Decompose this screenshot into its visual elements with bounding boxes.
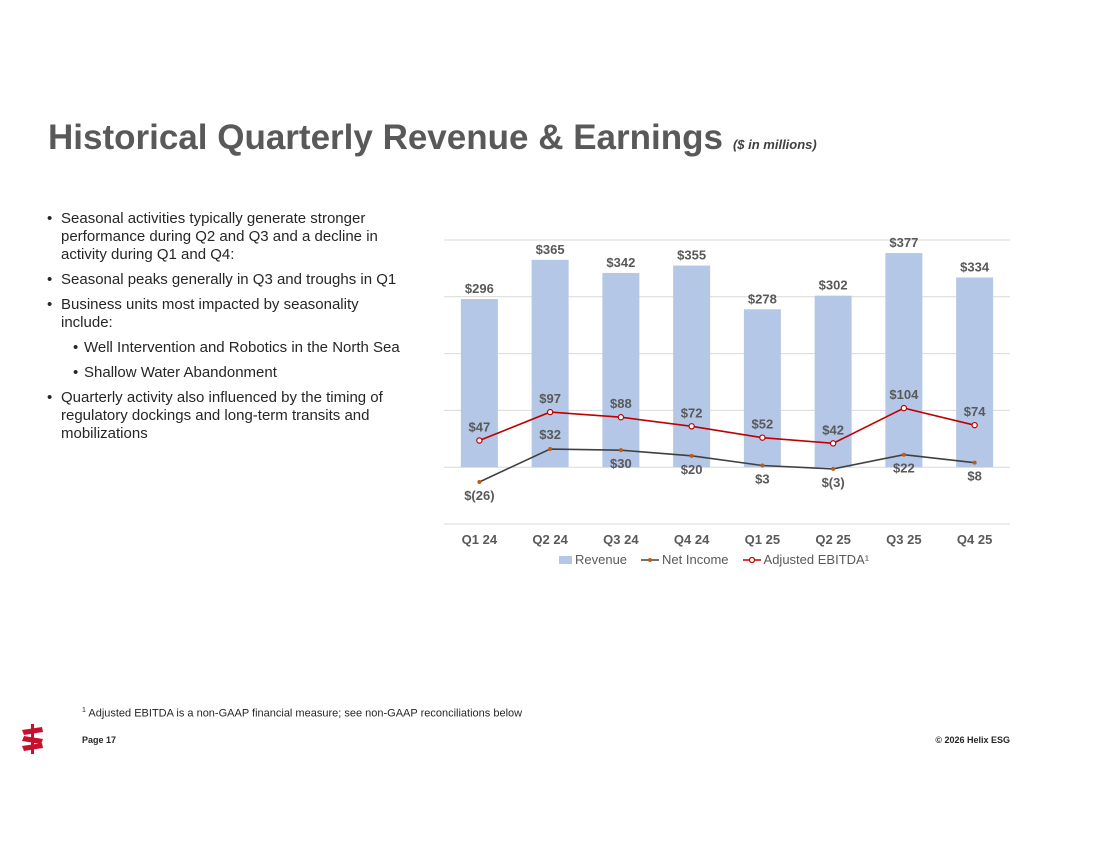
legend-item-net-income: Net Income	[641, 552, 729, 567]
legend-swatch-revenue	[559, 555, 572, 564]
adjusted-ebitda-data-label: $72	[681, 405, 703, 420]
revenue-bar	[602, 272, 640, 468]
net-income-data-label: $32	[539, 427, 561, 442]
footnote-mark: 1	[82, 707, 86, 714]
page-title: Historical Quarterly Revenue & Earnings (…	[48, 118, 817, 158]
bullet-item: Shallow Water Abandonment	[72, 364, 406, 382]
x-tick-label: Q4 24	[674, 532, 710, 547]
legend-swatch-net-income	[641, 557, 660, 562]
bullet-list: Seasonal activities typically generate s…	[46, 210, 406, 450]
title-text: Historical Quarterly Revenue & Earnings	[48, 118, 723, 157]
bullet-item: Business units most impacted by seasonal…	[46, 296, 406, 332]
net-income-data-label: $8	[967, 469, 981, 484]
adjusted-ebitda-data-label: $47	[469, 420, 491, 435]
title-units: ($ in millions)	[732, 137, 817, 152]
net-income-data-label: $20	[681, 462, 703, 477]
adjusted-ebitda-data-label: $74	[964, 404, 986, 419]
net-income-point	[760, 463, 765, 468]
adjusted-ebitda-point	[546, 408, 554, 416]
footnote-text: Adjusted EBITDA is a non-GAAP financial …	[88, 707, 523, 720]
revenue-data-label: $334	[960, 259, 990, 274]
adjusted-ebitda-data-label: $42	[822, 422, 844, 437]
legend-label-net-income: Net Income	[662, 552, 729, 567]
revenue-data-label: $377	[889, 235, 918, 250]
net-income-data-label: $3	[755, 471, 769, 486]
revenue-data-label: $278	[748, 291, 777, 306]
revenue-data-label: $302	[819, 278, 848, 293]
net-income-point	[548, 447, 553, 452]
net-income-data-label: $22	[893, 461, 915, 476]
revenue-data-label: $342	[606, 255, 635, 270]
revenue-bar	[956, 277, 994, 468]
net-income-point	[618, 448, 623, 453]
revenue-data-label: $296	[465, 281, 494, 296]
bullet-item: Well Intervention and Robotics in the No…	[72, 339, 406, 357]
x-tick-label: Q4 25	[957, 532, 992, 547]
net-income-point	[477, 479, 482, 484]
x-tick-label: Q2 25	[815, 532, 850, 547]
footnote: 1 Adjusted EBITDA is a non-GAAP financia…	[82, 707, 522, 720]
adjusted-ebitda-point	[617, 414, 625, 421]
x-tick-label: Q2 24	[532, 532, 568, 547]
company-logo-icon	[22, 724, 43, 754]
x-tick-label: Q3 25	[886, 532, 921, 547]
adjusted-ebitda-data-label: $97	[539, 391, 561, 406]
revenue-bar	[743, 309, 781, 468]
chart-legend: Revenue Net Income Adjusted EBITDA¹	[559, 552, 869, 567]
adjusted-ebitda-data-label: $88	[610, 396, 632, 411]
adjusted-ebitda-data-label: $52	[752, 417, 774, 432]
legend-item-adjusted-ebitda: Adjusted EBITDA¹	[742, 552, 870, 567]
adjusted-ebitda-point	[759, 434, 766, 441]
adjusted-ebitda-point	[829, 440, 837, 447]
adjusted-ebitda-point	[688, 423, 695, 430]
adjusted-ebitda-point	[971, 421, 978, 429]
revenue-data-label: $365	[536, 242, 565, 257]
bullet-item: Seasonal peaks generally in Q3 and troug…	[46, 271, 406, 289]
net-income-data-label: $(3)	[822, 475, 845, 490]
x-tick-label: Q1 24	[462, 532, 498, 547]
bullet-item: Seasonal activities typically generate s…	[46, 210, 406, 264]
adjusted-ebitda-point	[900, 404, 908, 412]
adjusted-ebitda-point	[476, 437, 483, 444]
net-income-point	[901, 452, 906, 457]
net-income-data-label: $(26)	[464, 488, 494, 503]
legend-label-adjusted-ebitda: Adjusted EBITDA¹	[763, 552, 870, 567]
net-income-data-label: $30	[610, 456, 632, 471]
revenue-bar	[885, 253, 923, 468]
revenue-bar	[814, 295, 852, 468]
x-tick-label: Q3 24	[603, 532, 639, 547]
net-income-line	[479, 448, 975, 483]
net-income-point	[831, 466, 836, 471]
legend-label-revenue: Revenue	[575, 552, 628, 567]
revenue-bar	[531, 259, 569, 468]
copyright: © 2026 Helix ESG	[935, 735, 1010, 745]
adjusted-ebitda-data-label: $104	[889, 387, 919, 402]
revenue-data-label: $355	[677, 248, 706, 263]
x-tick-label: Q1 25	[745, 532, 780, 547]
page-number: Page 17	[82, 735, 117, 745]
adjusted-ebitda-line	[479, 407, 975, 445]
legend-swatch-adjusted-ebitda	[742, 556, 761, 563]
bullet-item: Quarterly activity also influenced by th…	[46, 389, 406, 443]
legend-item-revenue: Revenue	[559, 552, 627, 567]
net-income-point	[972, 460, 977, 465]
net-income-point	[689, 453, 694, 458]
revenue-bar	[673, 265, 711, 468]
